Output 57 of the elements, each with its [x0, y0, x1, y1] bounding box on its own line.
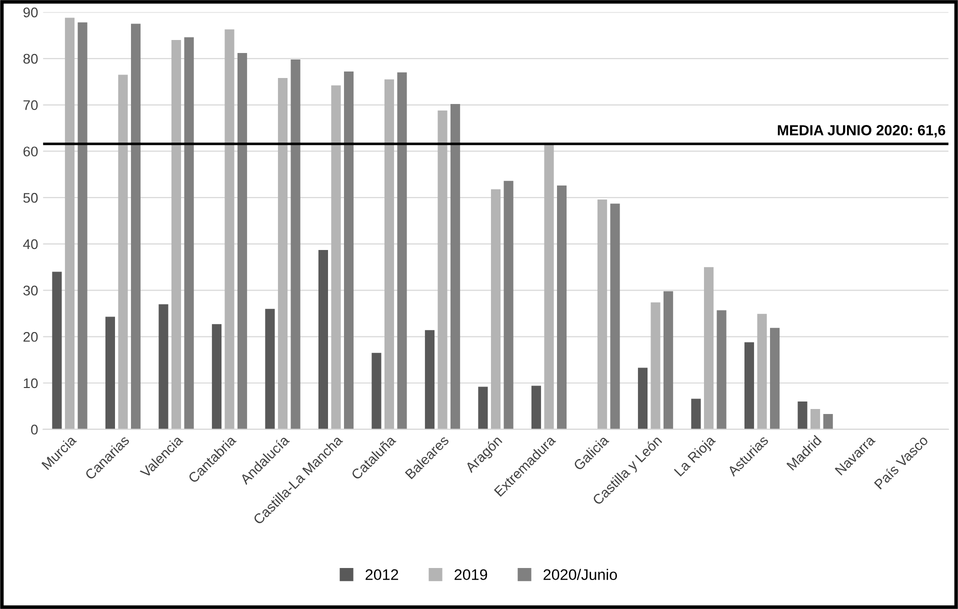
bar: [798, 402, 808, 430]
y-tick-label: 80: [23, 54, 38, 64]
bar: [438, 110, 448, 430]
bar: [638, 368, 648, 430]
bar: [224, 29, 234, 430]
bar: [118, 74, 128, 430]
bar: [171, 40, 182, 430]
bar: [757, 314, 767, 430]
bar: [158, 304, 168, 430]
bar: [597, 199, 608, 430]
bar: [105, 316, 115, 430]
y-tick-label: 60: [24, 146, 38, 156]
bar: [237, 52, 248, 430]
bar: [691, 398, 701, 430]
bar: [664, 291, 674, 430]
bar: [331, 85, 341, 430]
bar: [823, 414, 833, 430]
bar: [64, 18, 75, 430]
bar: [184, 37, 194, 430]
bar: [290, 59, 300, 430]
bar: [504, 180, 514, 430]
bar: [78, 22, 88, 430]
bar: [318, 250, 328, 430]
bar: [610, 204, 620, 430]
bar: [744, 342, 754, 430]
bar: [52, 272, 62, 430]
legend-label: 2020/Junio: [544, 568, 617, 580]
bar: [397, 72, 407, 430]
ref-line-label: MEDIA JUNIO 2020: 61,6: [778, 125, 946, 138]
bar: [344, 72, 354, 430]
bar: [716, 310, 726, 430]
bar: [810, 408, 820, 430]
bar: [424, 330, 435, 430]
legend-label: 2012: [366, 569, 398, 580]
bar: [704, 267, 714, 430]
y-tick-label: 40: [23, 239, 38, 250]
bar: [490, 189, 501, 430]
y-tick-label: 50: [23, 192, 38, 203]
bar: [265, 308, 275, 430]
bar: [450, 104, 460, 430]
y-tick-label: 10: [24, 378, 38, 388]
y-tick-label: 0: [31, 424, 38, 435]
y-tick-label: 70: [24, 100, 38, 110]
bar: [557, 186, 567, 430]
bar: [384, 79, 394, 430]
legend-label: 2019: [454, 569, 488, 580]
bar: [531, 386, 542, 430]
y-tick-label: 30: [23, 286, 38, 296]
bar: [478, 386, 488, 430]
bar: [770, 328, 780, 430]
bar: [372, 352, 382, 430]
bar: [212, 324, 222, 430]
bar: [130, 24, 141, 430]
y-tick-label: 20: [24, 332, 38, 342]
bar: [650, 302, 660, 430]
bar: [278, 78, 288, 430]
y-tick-label: 90: [23, 8, 38, 18]
